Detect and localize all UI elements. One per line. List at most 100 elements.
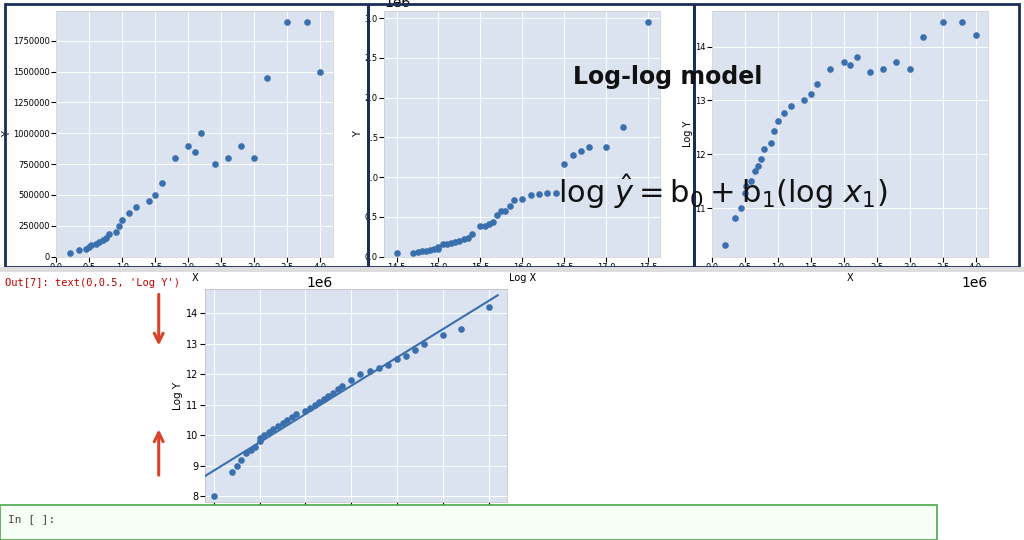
- Point: [389, 355, 406, 363]
- Point: [727, 213, 743, 222]
- Point: [147, 191, 164, 199]
- Point: [430, 242, 446, 251]
- Point: [614, 123, 631, 131]
- Point: [488, 211, 505, 220]
- Point: [280, 18, 296, 26]
- Point: [325, 388, 341, 397]
- Point: [757, 145, 773, 153]
- Point: [736, 188, 753, 197]
- Point: [836, 58, 852, 66]
- Point: [776, 109, 793, 117]
- Point: [111, 221, 127, 230]
- Point: [422, 246, 438, 255]
- Point: [259, 73, 275, 82]
- Point: [261, 428, 278, 436]
- Point: [302, 403, 318, 412]
- Point: [194, 129, 210, 138]
- Point: [371, 364, 387, 373]
- X-axis label: Log X: Log X: [341, 521, 371, 531]
- Point: [398, 352, 415, 360]
- Point: [480, 220, 497, 228]
- Point: [753, 154, 769, 163]
- Point: [453, 324, 469, 333]
- Point: [746, 166, 763, 175]
- Point: [480, 303, 497, 312]
- Point: [769, 117, 785, 126]
- Y-axis label: Log Y: Log Y: [173, 381, 183, 410]
- Point: [434, 240, 451, 248]
- Point: [452, 237, 468, 245]
- X-axis label: X: X: [191, 273, 198, 283]
- Point: [299, 18, 315, 26]
- Point: [81, 242, 97, 251]
- Text: Out[7]: text(0,0.5, 'Log Y'): Out[7]: text(0,0.5, 'Log Y'): [5, 278, 180, 288]
- Text: √DataScience: √DataScience: [946, 528, 1015, 538]
- Point: [447, 238, 464, 246]
- Point: [78, 245, 94, 253]
- Point: [101, 230, 118, 239]
- Point: [306, 400, 323, 409]
- Point: [506, 196, 522, 205]
- X-axis label: X: X: [847, 273, 853, 283]
- Point: [849, 52, 865, 61]
- Point: [464, 230, 480, 239]
- Point: [232, 141, 249, 150]
- X-axis label: Log X: Log X: [509, 273, 536, 283]
- Point: [733, 204, 750, 212]
- Point: [766, 127, 782, 136]
- Point: [252, 437, 268, 445]
- Point: [206, 492, 222, 501]
- Point: [228, 461, 245, 470]
- Point: [460, 234, 476, 242]
- Point: [330, 385, 346, 394]
- Point: [763, 139, 779, 147]
- Point: [796, 95, 812, 104]
- Point: [743, 176, 760, 185]
- Y-axis label: Y: Y: [2, 131, 12, 137]
- Point: [803, 90, 819, 98]
- Point: [315, 394, 332, 403]
- Text: In [ ]:: In [ ]:: [8, 515, 55, 524]
- Point: [548, 189, 564, 198]
- Point: [414, 247, 430, 256]
- Point: [456, 235, 472, 244]
- Point: [311, 397, 328, 406]
- Point: [243, 446, 259, 455]
- Point: [380, 361, 396, 369]
- Point: [288, 409, 304, 418]
- Point: [494, 207, 510, 216]
- Point: [484, 217, 501, 226]
- Point: [640, 18, 656, 26]
- Point: [556, 160, 572, 168]
- Point: [738, 182, 755, 191]
- Point: [901, 64, 918, 73]
- Point: [88, 240, 104, 248]
- Point: [121, 209, 137, 218]
- Point: [284, 413, 300, 421]
- Point: [502, 202, 518, 211]
- Point: [514, 195, 530, 204]
- Point: [72, 246, 88, 255]
- Point: [717, 241, 733, 249]
- Text: $\log\,\hat{y} = \mathrm{b}_0 + \mathrm{b}_1(\log\,x_1)$: $\log\,\hat{y} = \mathrm{b}_0 + \mathrm{…: [558, 173, 888, 211]
- Point: [180, 141, 197, 150]
- Y-axis label: Log Y: Log Y: [683, 120, 693, 147]
- Point: [530, 190, 547, 199]
- Point: [247, 443, 263, 451]
- Point: [822, 64, 839, 73]
- Point: [256, 431, 272, 440]
- Point: [426, 245, 442, 254]
- Point: [408, 346, 424, 354]
- Point: [434, 330, 451, 339]
- Point: [842, 61, 858, 70]
- Point: [265, 425, 282, 434]
- Point: [274, 418, 291, 427]
- Point: [334, 382, 350, 391]
- Point: [935, 18, 951, 26]
- Point: [238, 449, 254, 458]
- Point: [862, 68, 879, 76]
- Point: [476, 221, 493, 230]
- Point: [352, 370, 369, 379]
- Point: [127, 203, 143, 212]
- Point: [186, 147, 203, 156]
